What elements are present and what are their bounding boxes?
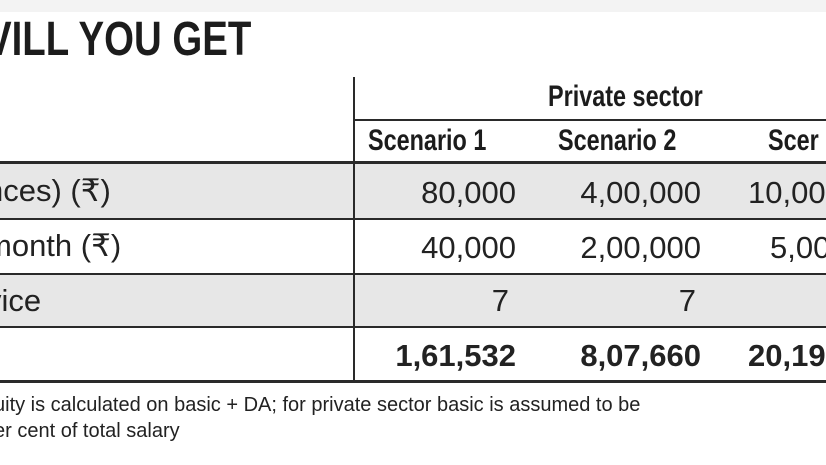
- footnote-line-1: uity is calculated on basic + DA; for pr…: [0, 394, 641, 416]
- table-cell: 4,00,000: [580, 175, 701, 210]
- footnote-line-2: er cent of total salary: [0, 420, 180, 442]
- row-rule-3: [0, 326, 826, 328]
- table-title: VILL YOU GET: [0, 13, 252, 66]
- table-cell: 5,00: [770, 230, 826, 265]
- table-cell-total: 8,07,660: [580, 338, 701, 373]
- row-rule-1: [0, 218, 826, 220]
- table-cell: 2,00,000: [580, 230, 701, 265]
- row-rule-2: [0, 273, 826, 275]
- row-label: nces) (₹): [0, 173, 111, 208]
- group-header: Private sector: [548, 80, 703, 113]
- table-cell: 80,000: [421, 175, 516, 210]
- table-cell: 7: [678, 283, 696, 318]
- row-bg-3: [0, 274, 826, 326]
- header-rule: [0, 161, 826, 164]
- table-bottom-rule: [0, 380, 826, 383]
- table-cell: 40,000: [421, 230, 516, 265]
- column-header-scenario-1: Scenario 1: [368, 124, 487, 157]
- table-cell: 7: [491, 283, 509, 318]
- label-column-divider: [353, 77, 355, 383]
- column-header-scenario-3: Scer: [768, 124, 819, 157]
- table-cell-total: 20,19: [748, 338, 826, 373]
- top-band: [0, 0, 826, 12]
- row-bg-1: [0, 163, 826, 219]
- group-header-rule: [355, 119, 826, 121]
- row-label: vice: [0, 283, 42, 318]
- column-header-scenario-2: Scenario 2: [558, 124, 677, 157]
- table-cell-total: 1,61,532: [395, 338, 516, 373]
- row-label: month (₹): [0, 228, 122, 263]
- table-cell: 10,00: [748, 175, 826, 210]
